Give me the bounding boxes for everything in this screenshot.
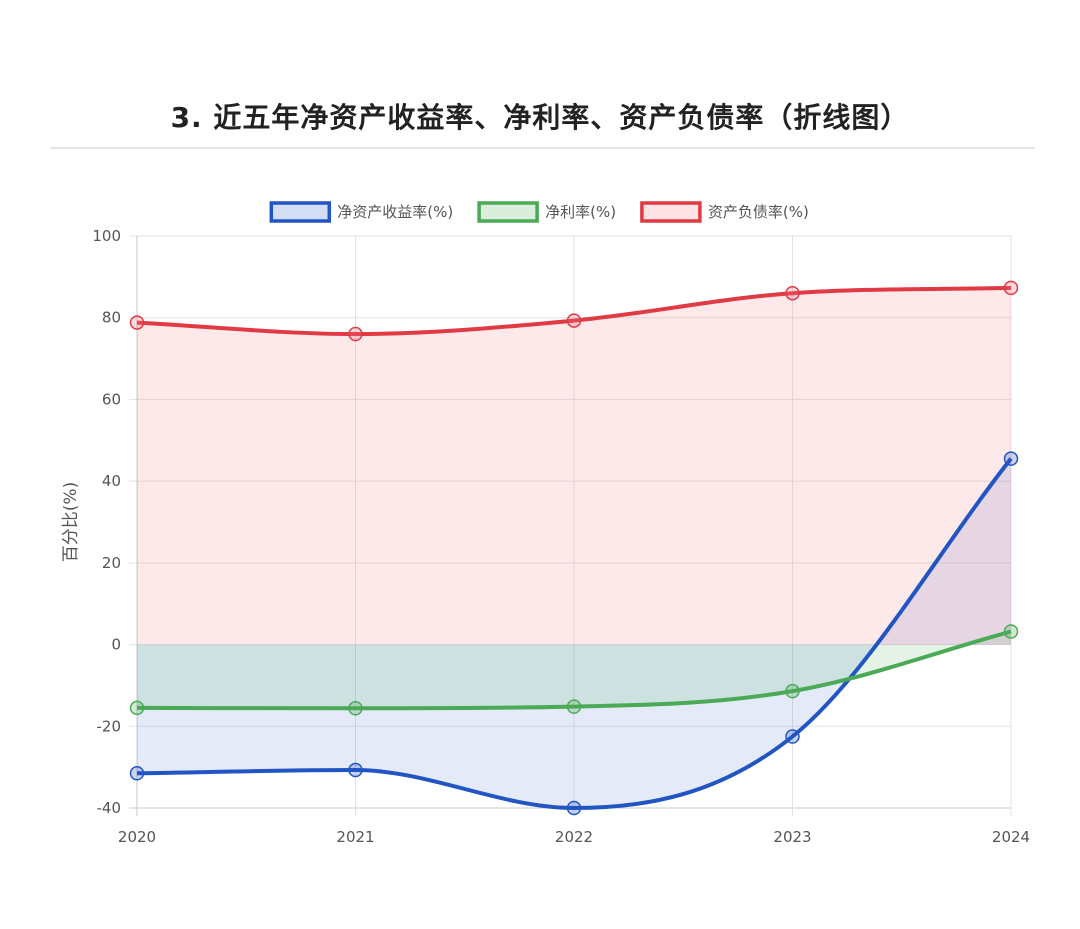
area-fills <box>137 287 1011 808</box>
series-line-1 <box>136 629 1012 711</box>
series-line-2 <box>136 285 1012 337</box>
x-tick-label: 2024 <box>992 828 1030 846</box>
y-tick-label: 100 <box>92 227 121 245</box>
data-point[interactable] <box>1003 280 1019 296</box>
y-axis-label: 百分比(%) <box>61 482 81 562</box>
title-divider <box>50 147 1035 149</box>
data-point[interactable] <box>566 313 582 328</box>
y-tick-label: -20 <box>97 717 122 735</box>
data-point[interactable] <box>1003 624 1019 639</box>
x-tick-label: 2023 <box>773 828 811 846</box>
data-point[interactable] <box>348 701 363 716</box>
chart-title: 3. 近五年净资产收益率、净利率、资产负债率（折线图） <box>170 101 910 134</box>
data-point[interactable] <box>785 285 800 301</box>
data-point[interactable] <box>129 315 145 330</box>
series-points <box>129 280 1019 816</box>
legend-label-0[interactable]: 净资产收益率(%) <box>337 203 453 221</box>
legend-label-2[interactable]: 资产负债率(%) <box>708 203 809 221</box>
data-point[interactable] <box>348 326 363 342</box>
x-tick-label: 2021 <box>336 828 374 846</box>
x-tick-label: 2022 <box>555 828 593 846</box>
data-point[interactable] <box>129 700 145 716</box>
legend-label-1[interactable]: 净利率(%) <box>545 203 616 221</box>
x-tick-label: 2020 <box>118 828 156 846</box>
series-area-2 <box>137 287 1011 645</box>
legend-swatch-0[interactable] <box>269 201 332 223</box>
series-area-0 <box>137 458 1011 808</box>
data-point[interactable] <box>785 683 800 699</box>
y-tick-label: 0 <box>111 636 121 654</box>
data-point[interactable] <box>566 800 582 816</box>
data-point[interactable] <box>1003 451 1019 466</box>
series-lines <box>136 285 1013 810</box>
legend-swatch-2[interactable] <box>640 201 702 223</box>
x-axis-ticks: 2020 2021 2022 2023 2024 <box>118 828 1030 846</box>
data-point[interactable] <box>785 729 800 744</box>
series-area-1 <box>137 631 1011 709</box>
data-point[interactable] <box>566 699 582 714</box>
y-tick-label: -40 <box>97 799 122 817</box>
legend-swatch-1[interactable] <box>477 201 539 223</box>
data-point[interactable] <box>348 762 363 778</box>
y-tick-label: 60 <box>102 390 121 408</box>
y-tick-label: 80 <box>102 309 121 327</box>
y-tick-label: 40 <box>102 472 121 490</box>
data-point[interactable] <box>129 766 145 781</box>
legend: 净资产收益率(%) 净利率(%) 资产负债率(%) <box>269 201 809 223</box>
series-line-0 <box>136 457 1013 810</box>
y-tick-label: 20 <box>102 554 121 572</box>
y-axis-ticks: -40 -20 0 20 40 60 80 100 <box>92 227 121 817</box>
